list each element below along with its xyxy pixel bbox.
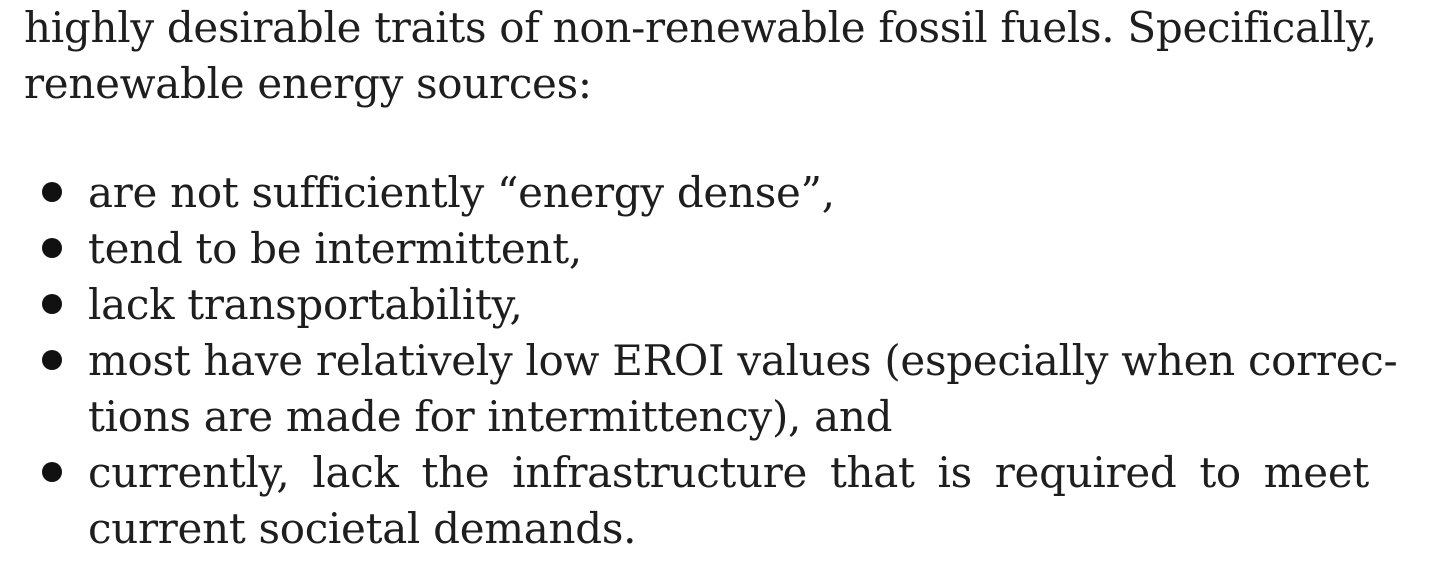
bullet-icon (42, 462, 62, 482)
list-item-text-continued: current societal demands. (88, 504, 637, 553)
list-item-text: tend to be intermittent, (88, 224, 582, 273)
list-item-text: are not sufficiently “energy dense”, (88, 168, 835, 217)
list-item-text: lack transportability, (88, 280, 523, 329)
list-item-text: most have relatively low EROI values (es… (88, 336, 1398, 385)
paragraph-line-2: renewable energy sources: (24, 59, 592, 108)
paragraph-line-1: highly desirable traits of non-renewable… (24, 3, 1377, 52)
list-item-text: currently, lack the infrastructure that … (88, 448, 1369, 497)
bullet-icon (42, 238, 62, 258)
list-item-text-continued: tions are made for intermittency), and (88, 392, 893, 441)
bullet-icon (42, 350, 62, 370)
bullet-icon (42, 182, 62, 202)
bullet-icon (42, 294, 62, 314)
